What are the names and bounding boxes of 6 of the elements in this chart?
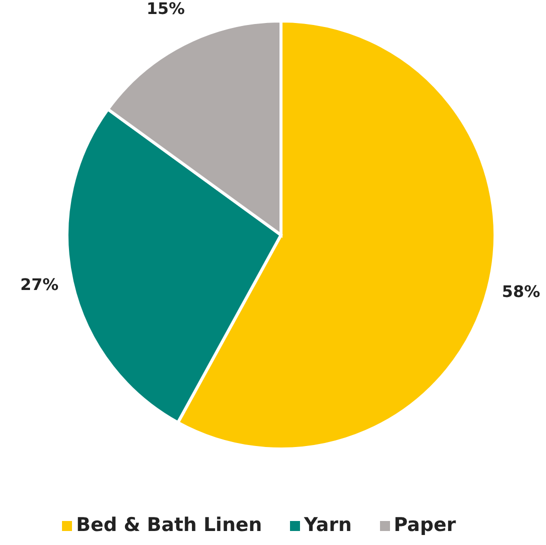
legend-label: Bed & Bath Linen [76,514,262,536]
data-label: 58% [502,282,540,302]
data-label: 15% [146,0,185,18]
legend-label: Paper [394,514,456,536]
data-label: 27% [20,275,58,294]
legend-label: Yarn [304,514,352,536]
